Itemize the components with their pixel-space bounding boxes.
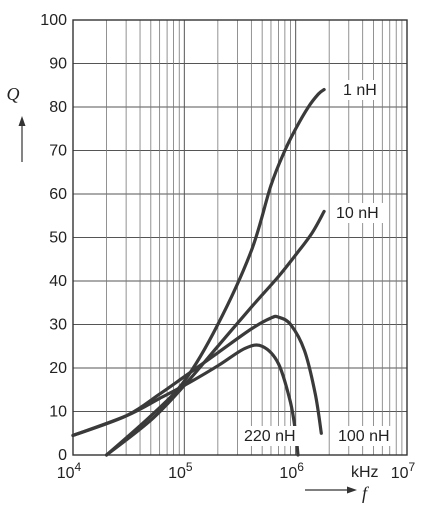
y-tick-label: 40 xyxy=(49,273,67,290)
x-axis-title: f xyxy=(362,483,370,503)
series-label-background xyxy=(334,426,394,446)
series-label: 1 nH xyxy=(343,82,377,99)
y-tick-label: 0 xyxy=(58,447,67,464)
plot-frame xyxy=(72,19,408,456)
x-tick-labels: 104 105 106 107 xyxy=(57,460,416,482)
x-tick-label: 106 xyxy=(279,460,304,482)
y-tick-label: 60 xyxy=(49,186,67,203)
series-label: 10 nH xyxy=(336,205,379,222)
series-labels: 1 nH 10 nH 100 nH 220 nH xyxy=(240,80,394,446)
y-tick-label: 80 xyxy=(49,99,67,116)
series-label-background xyxy=(240,426,300,446)
x-axis-unit: kHz xyxy=(351,464,379,481)
series-line-3 xyxy=(71,314,323,437)
series-line-2 xyxy=(104,209,326,457)
y-tick-label: 100 xyxy=(40,12,67,29)
y-tick-label: 50 xyxy=(49,230,67,247)
y-tick-label: 70 xyxy=(49,143,67,160)
y-tick-label: 30 xyxy=(49,317,67,334)
series-label: 100 nH xyxy=(338,428,390,445)
x-axis-arrow-icon xyxy=(347,486,357,494)
x-tick-label: 104 xyxy=(57,460,82,482)
series-label-background xyxy=(332,203,383,223)
y-axis-title: Q xyxy=(7,84,20,104)
x-tick-label: 107 xyxy=(391,460,416,482)
y-tick-label: 90 xyxy=(49,56,67,73)
series-line-4 xyxy=(71,343,300,457)
y-tick-labels: 0 10 20 30 40 50 60 70 80 90 100 xyxy=(40,12,67,464)
x-tick-label: 105 xyxy=(168,460,193,482)
y-tick-label: 20 xyxy=(49,360,67,377)
series-label: 220 nH xyxy=(244,428,296,445)
series-label-background xyxy=(339,80,382,100)
y-axis-arrow-icon xyxy=(18,116,26,126)
y-tick-label: 10 xyxy=(49,404,67,421)
curves xyxy=(71,88,326,457)
